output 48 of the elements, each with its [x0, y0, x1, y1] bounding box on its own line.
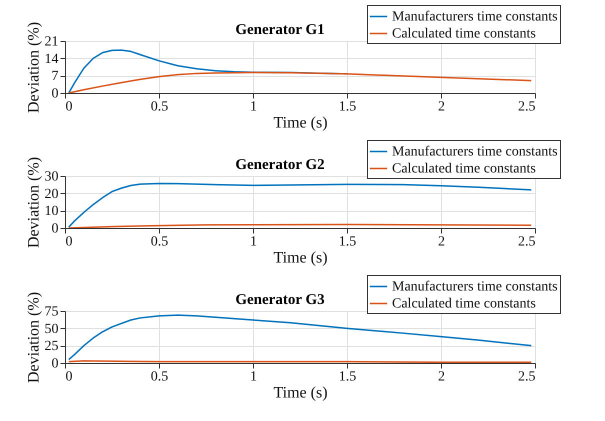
- x-tick-label: 1: [250, 100, 257, 114]
- x-tick-label: 0.5: [150, 234, 168, 250]
- legend-label: Manufacturers time constants: [392, 144, 558, 160]
- x-tick-label: 0.5: [150, 100, 168, 114]
- x-tick-label: 2: [438, 234, 445, 250]
- line-series: [68, 314, 532, 360]
- x-tick-label: 0.5: [150, 370, 168, 384]
- y-axis-title: Deviation (%): [26, 22, 42, 114]
- x-tick-label: 2.5: [518, 234, 536, 250]
- x-tick-label: 2: [438, 370, 445, 384]
- y-tick-label: 0: [52, 222, 58, 236]
- y-tick-label: 21: [44, 34, 58, 50]
- legend-label: Manufacturers time constants: [392, 280, 558, 294]
- y-tick-label: 75: [44, 304, 58, 320]
- y-axis-title: Deviation (%): [26, 156, 42, 248]
- x-tick-label: 1: [250, 234, 257, 250]
- x-tick-label: 1.5: [338, 100, 356, 114]
- legend-label: Calculated time constants: [392, 26, 536, 42]
- y-tick-label: 0: [52, 86, 58, 102]
- line-series: [68, 182, 532, 228]
- line-series: [68, 72, 532, 93]
- y-tick-label: 25: [44, 339, 58, 354]
- x-tick-label: 0: [66, 370, 72, 384]
- x-tick-label: 1.5: [338, 234, 356, 250]
- y-tick-label: 7: [52, 69, 58, 84]
- chart-title: Generator G3: [235, 292, 325, 308]
- y-tick-label: 14: [44, 52, 58, 67]
- x-tick-label: 1: [250, 370, 257, 384]
- chart-title: Generator G2: [235, 157, 325, 173]
- x-tick-label: 0: [66, 100, 72, 114]
- y-tick-label: 20: [44, 186, 58, 202]
- y-tick-label: 10: [44, 204, 58, 220]
- x-tick-label: 0: [66, 234, 72, 250]
- x-tick-label: 1.5: [338, 370, 356, 384]
- y-tick-label: 30: [44, 170, 58, 184]
- x-tick-label: 2: [438, 100, 445, 114]
- y-tick-label: 50: [44, 322, 58, 337]
- legend-label: Calculated time constants: [392, 296, 536, 312]
- y-tick-label: 0: [52, 356, 58, 372]
- legend-label: Manufacturers time constants: [392, 10, 558, 24]
- x-tick-label: 2.5: [518, 370, 536, 384]
- legend-label: Calculated time constants: [392, 162, 536, 176]
- x-axis-title: Time (s): [273, 250, 328, 266]
- y-axis-title: Deviation (%): [26, 292, 42, 384]
- x-axis-title: Time (s): [273, 384, 328, 402]
- x-axis-title: Time (s): [273, 114, 328, 132]
- x-tick-label: 2.5: [518, 100, 536, 114]
- chart-title: Generator G1: [235, 22, 325, 38]
